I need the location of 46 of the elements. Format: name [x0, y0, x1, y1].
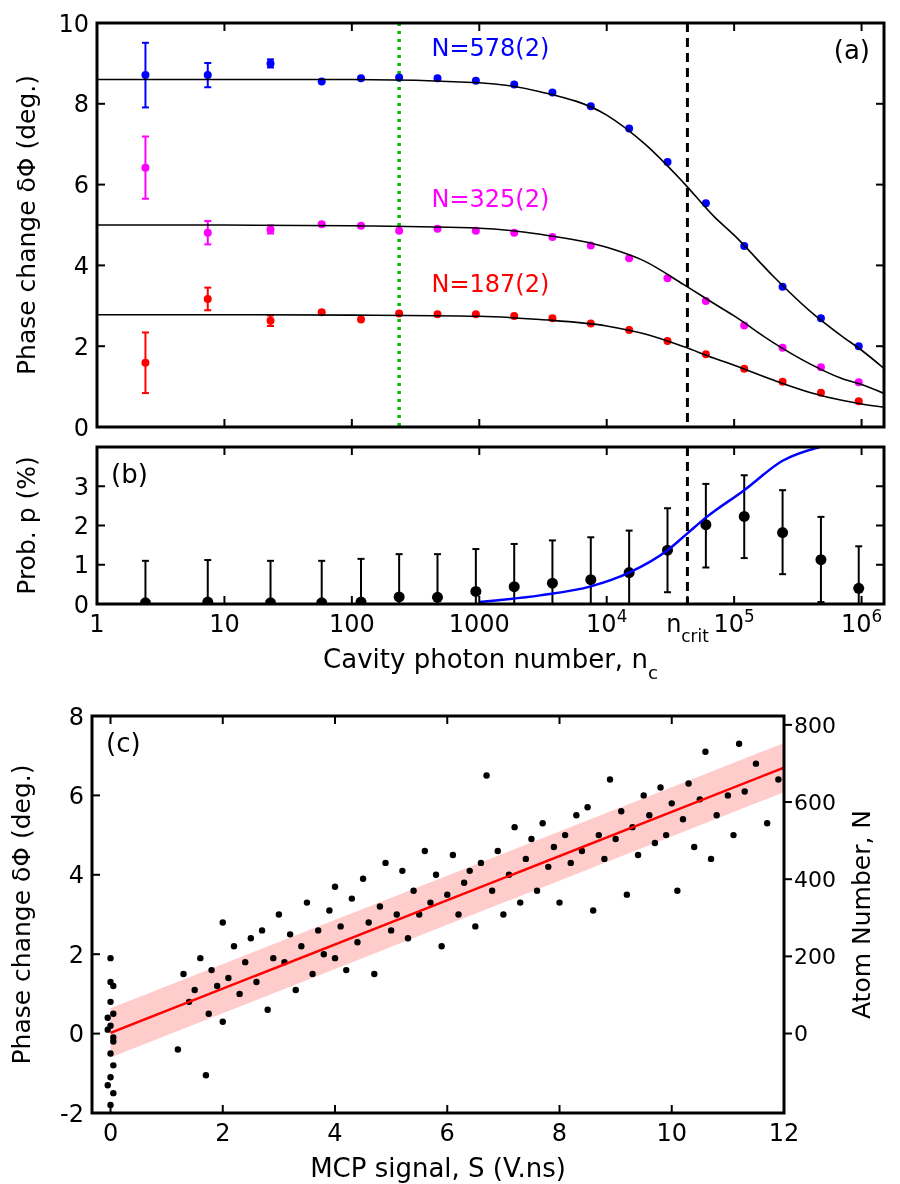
- series-label: N=325(2): [431, 184, 550, 213]
- y-tick-label: 6: [73, 171, 89, 200]
- series-label: N=187(2): [431, 270, 550, 299]
- annotation: (a): [833, 35, 870, 65]
- y2-tick-label: 200: [794, 944, 836, 970]
- x-tick-label: 8: [551, 1119, 568, 1147]
- y-tick-label: 10: [58, 9, 89, 38]
- x-tick-label: 12: [768, 1119, 800, 1147]
- y-tick-label: 1: [73, 551, 89, 580]
- y2-tick-label: 800: [794, 712, 836, 738]
- x-axis-title: Cavity photon number, n$_{c}$: [323, 644, 658, 683]
- y-tick-label: 4: [73, 252, 89, 281]
- x-axis-title: MCP signal, S (V.ns): [310, 1153, 566, 1183]
- y-tick-label: 8: [73, 90, 89, 119]
- x-tick-label: 10$^{6}$: [840, 606, 883, 638]
- x-tick-label: 0: [102, 1119, 119, 1147]
- y-tick-label: 0: [68, 1020, 84, 1049]
- x-tick-label: 10: [656, 1119, 688, 1147]
- y-tick-label: 8: [68, 702, 84, 731]
- y-tick-label: 2: [73, 512, 89, 541]
- y2-axis-title: Atom Number, N: [847, 809, 876, 1020]
- y2-tick-label: 400: [794, 867, 836, 893]
- y-axis-title: Phase change δΦ (deg.): [12, 74, 41, 376]
- x-tick-label: 6: [439, 1119, 455, 1147]
- y-axis-title: Prob. p (%): [12, 456, 41, 595]
- annotation: (b): [111, 459, 148, 489]
- y-tick-label: 3: [73, 472, 89, 501]
- y-tick-label: -2: [60, 1099, 84, 1128]
- x-tick-label: 100: [328, 610, 375, 638]
- y-tick-label: 0: [73, 413, 89, 442]
- y-tick-label: 2: [68, 940, 84, 969]
- series-label: N=578(2): [431, 34, 550, 63]
- y2-tick-label: 0: [794, 1021, 808, 1047]
- y-tick-label: 6: [68, 782, 84, 811]
- y-tick-label: 2: [73, 332, 89, 361]
- x-tick-label: 10$^{5}$: [713, 606, 755, 638]
- y-tick-label: 4: [68, 861, 84, 890]
- y2-tick-label: 600: [794, 789, 836, 815]
- x-tick-label: n$_{crit}$: [666, 610, 710, 646]
- x-tick-label: 10: [209, 610, 240, 638]
- y-axis-title: Phase change δΦ (deg.): [7, 764, 36, 1065]
- x-tick-label: 2: [215, 1119, 231, 1147]
- x-tick-label: 4: [327, 1119, 343, 1147]
- x-tick-label: 10$^{4}$: [586, 606, 628, 638]
- annotation: (c): [106, 728, 141, 758]
- x-tick-label: 1000: [448, 610, 510, 638]
